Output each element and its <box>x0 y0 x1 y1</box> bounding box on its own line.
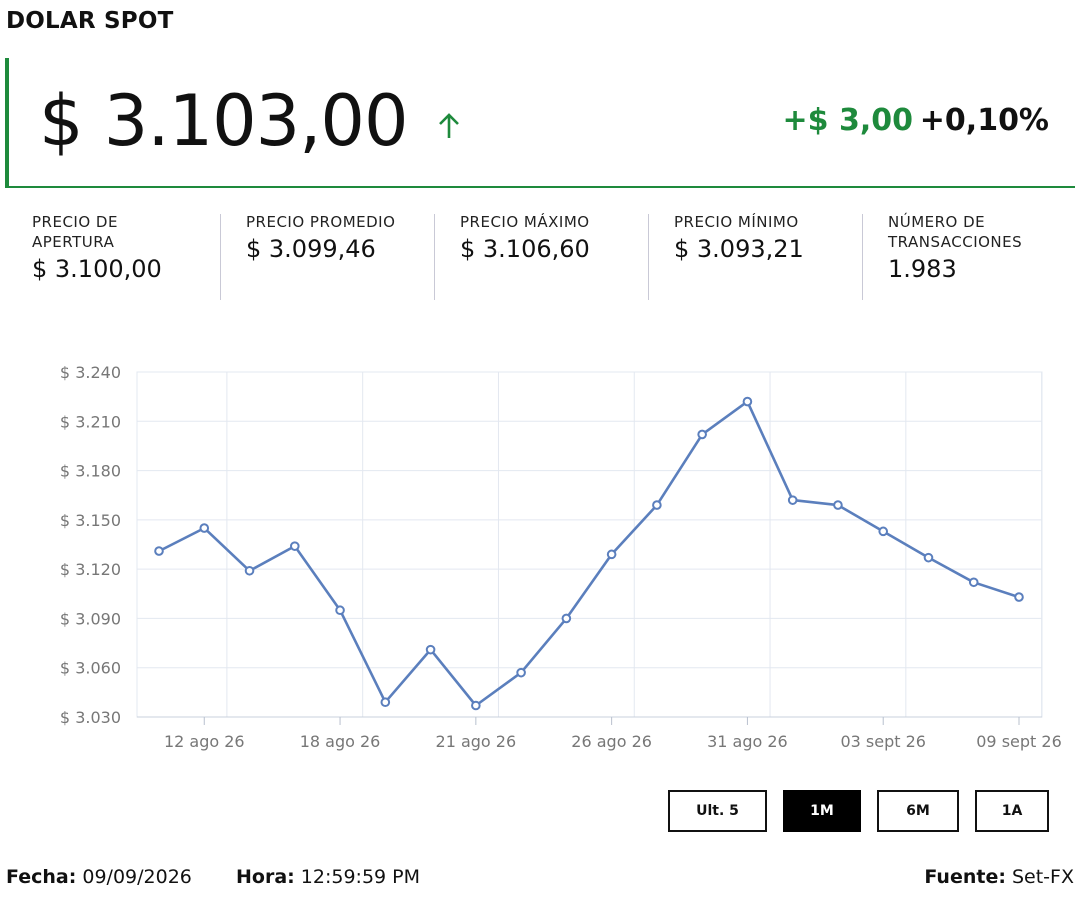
stats-row: PRECIO DE APERTURA $ 3.100,00 PRECIO PRO… <box>6 212 1076 302</box>
stat-label: NÚMERO DE TRANSACCIONES <box>888 213 1023 251</box>
price-line-chart: $ 3.030 $ 3.060 $ 3.090 $ 3.120 $ 3.150 $ 3.1… <box>60 363 1062 751</box>
stat-label: PRECIO MÍNIMO <box>674 213 799 231</box>
data-point <box>471 700 481 711</box>
footer-hora: Hora: 12:59:59 PM <box>236 866 420 888</box>
data-point <box>516 667 526 678</box>
y-tick-label: $ 3.240 <box>60 363 121 382</box>
footer-fecha: Fecha: 09/09/2026 <box>6 866 192 888</box>
page-title: DOLAR SPOT <box>6 8 174 34</box>
range-selector: Ult. 5 1M 6M 1A <box>668 790 1049 832</box>
stat-value: $ 3.100,00 <box>32 255 162 283</box>
stat-value: $ 3.093,21 <box>674 235 804 263</box>
stat-transacciones: NÚMERO DE TRANSACCIONES 1.983 <box>862 212 1076 302</box>
fuente-value: Set-FX <box>1011 866 1074 888</box>
series-line <box>158 400 1020 707</box>
fecha-label: Fecha: <box>6 866 77 888</box>
x-tick-label: 09 sept 26 <box>976 732 1062 751</box>
stat-value: $ 3.106,60 <box>460 235 590 263</box>
data-point <box>923 552 934 563</box>
data-point <box>199 523 210 533</box>
data-point <box>742 396 753 407</box>
hora-value: 12:59:59 PM <box>300 866 421 888</box>
y-tick-label: $ 3.150 <box>60 511 121 530</box>
data-point <box>154 546 164 556</box>
data-point <box>425 644 436 655</box>
data-point <box>1014 592 1024 602</box>
x-tick-label: 03 sept 26 <box>840 732 926 751</box>
hora-label: Hora: <box>236 866 295 888</box>
y-tick-label: $ 3.030 <box>60 708 121 727</box>
data-point <box>878 526 889 537</box>
x-tick-label: 21 ago 26 <box>436 732 517 751</box>
fecha-value: 09/09/2026 <box>82 866 192 888</box>
stat-minimo: PRECIO MÍNIMO $ 3.093,21 <box>648 212 862 302</box>
data-point <box>244 565 255 576</box>
range-button-1a[interactable]: 1A <box>975 790 1049 832</box>
fuente-label: Fuente: <box>924 866 1006 888</box>
x-tick-label: 12 ago 26 <box>164 732 245 751</box>
y-tick-label: $ 3.120 <box>60 560 121 579</box>
data-point <box>606 549 617 560</box>
data-point <box>968 577 979 588</box>
data-point <box>561 613 572 624</box>
arrow-up-icon <box>439 113 459 138</box>
stat-apertura: PRECIO DE APERTURA $ 3.100,00 <box>6 212 220 302</box>
price-change-percent: +0,10% <box>919 103 1049 138</box>
x-tick-label: 26 ago 26 <box>571 732 652 751</box>
range-button-ult5[interactable]: Ult. 5 <box>668 790 767 832</box>
x-tick-label: 18 ago 26 <box>300 732 381 751</box>
stat-label: PRECIO DE APERTURA <box>32 213 118 251</box>
data-point <box>833 500 843 510</box>
stat-maximo: PRECIO MÁXIMO $ 3.106,60 <box>434 212 648 302</box>
price-change-absolute: +$ 3,00 <box>782 103 913 138</box>
y-tick-label: $ 3.180 <box>60 462 121 481</box>
data-point <box>697 429 707 440</box>
range-button-6m[interactable]: 6M <box>877 790 959 832</box>
stat-promedio: PRECIO PROMEDIO $ 3.099,46 <box>220 212 434 302</box>
range-button-1m[interactable]: 1M <box>783 790 861 832</box>
y-tick-label: $ 3.210 <box>60 412 121 431</box>
y-tick-label: $ 3.090 <box>60 609 121 628</box>
price-panel: $ 3.103,00 +$ 3,00 +0,10% <box>5 58 1075 188</box>
data-point <box>652 500 662 510</box>
stat-label: PRECIO PROMEDIO <box>246 213 396 231</box>
current-price: $ 3.103,00 <box>39 80 409 162</box>
stat-value: $ 3.099,46 <box>246 235 376 263</box>
x-tick-label: 31 ago 26 <box>707 732 788 751</box>
data-point <box>289 541 300 551</box>
data-point <box>335 605 345 616</box>
stat-value: 1.983 <box>888 255 957 283</box>
y-tick-label: $ 3.060 <box>60 659 121 678</box>
footer-fuente: Fuente: Set-FX <box>924 866 1074 888</box>
data-point <box>787 495 798 505</box>
data-point <box>380 697 391 708</box>
stat-label: PRECIO MÁXIMO <box>460 213 590 231</box>
